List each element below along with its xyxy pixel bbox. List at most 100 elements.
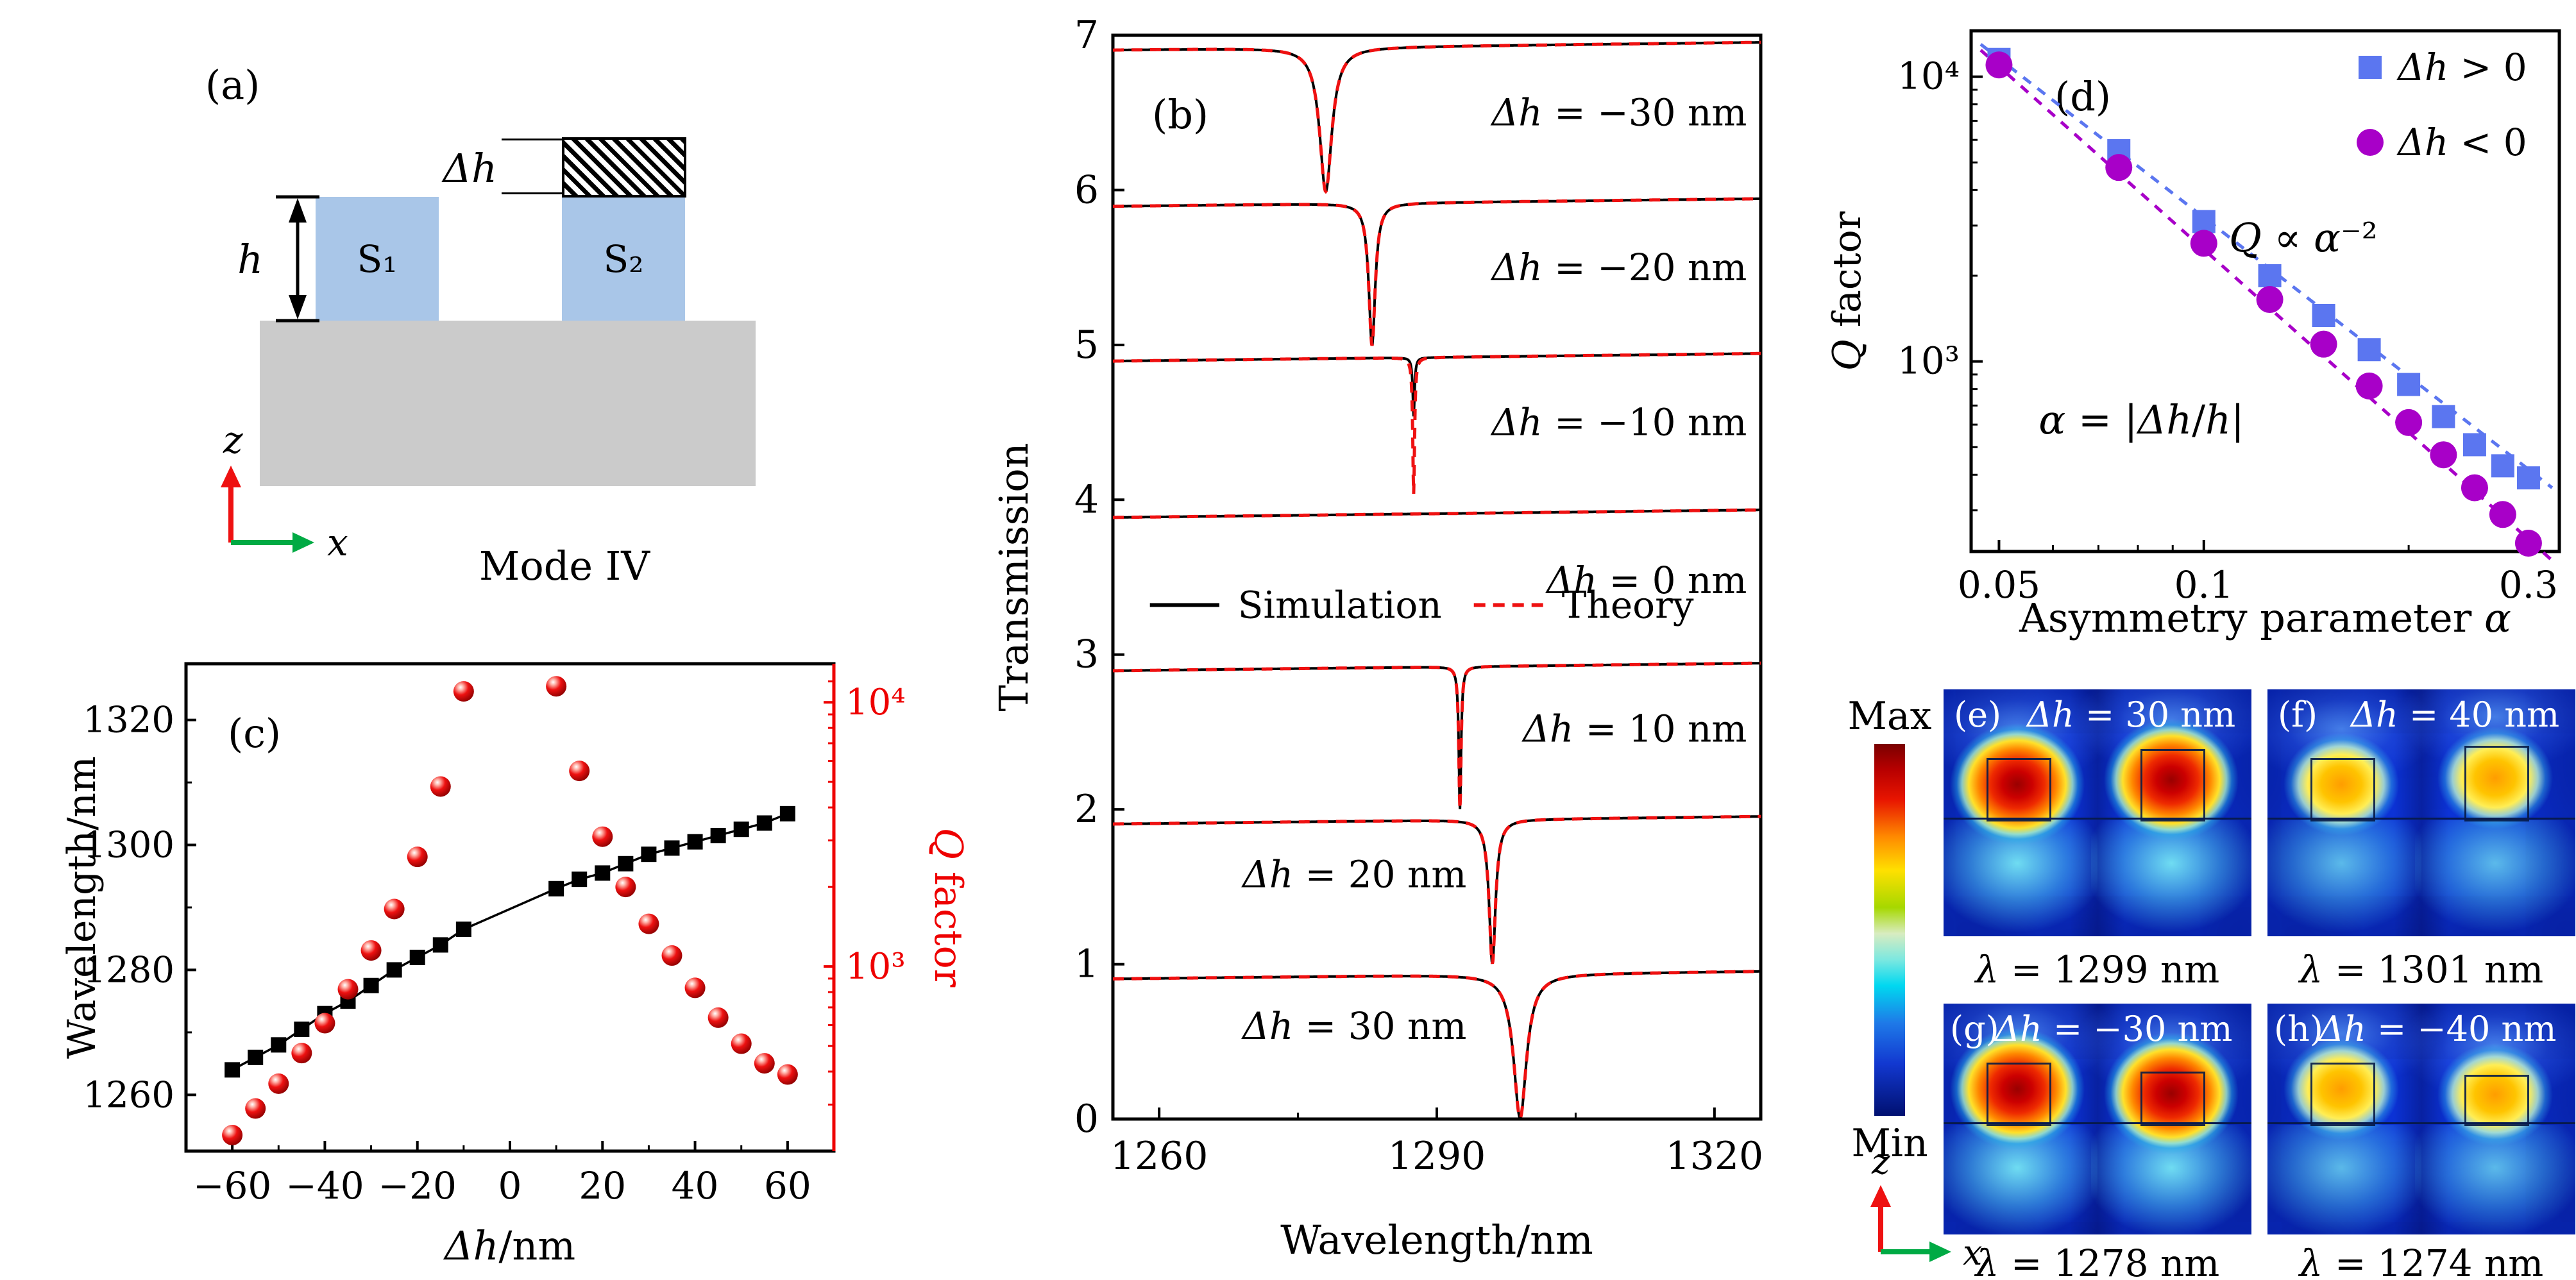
colorbar	[1874, 744, 1905, 1116]
q-point	[754, 1053, 775, 1074]
d-ytick-label: 10³	[1897, 339, 1960, 383]
q-point	[569, 761, 590, 782]
pillar-s2-label: S₂	[603, 237, 644, 281]
wavelength-point	[455, 922, 471, 938]
d-xlabel: Asymmetry parameter α	[2019, 594, 2511, 641]
mode-x-arrowhead	[1929, 1242, 1951, 1262]
legend-circle-swatch	[2357, 129, 2384, 156]
pillar-outline-right	[2464, 746, 2529, 821]
mode-panel-dh-label: Δh = 30 nm	[2027, 695, 2236, 735]
q-point	[337, 979, 359, 1000]
d-circle-point	[2105, 154, 2133, 181]
b-ytick-label: 5	[1074, 323, 1099, 367]
mode-panel-letter: (h)	[2274, 1009, 2323, 1049]
mode-field-panel-g: (g) Δh = −30 nm	[1944, 1004, 2251, 1234]
field-underglow	[2267, 820, 2421, 936]
wavelength-point	[225, 1062, 241, 1078]
legend-theory-label: Theory	[1562, 583, 1694, 627]
colorbar-max-label: Max	[1847, 694, 1932, 739]
c-xtick-label: −20	[378, 1164, 457, 1208]
panel-a-z-label: z	[223, 418, 243, 462]
field-underglow	[2267, 1125, 2421, 1234]
b-spectrum-dh--30: Δh = −30 nm	[1113, 40, 1761, 194]
c-ytick-left-label: 1300	[83, 825, 174, 866]
mode-panel-letter: (g)	[1950, 1009, 1999, 1049]
mode-z-label: z	[1871, 1141, 1890, 1182]
delta-h-label: Δh	[443, 145, 497, 192]
d-annotation-1: α = |Δh/h|	[2038, 396, 2244, 443]
b-curve-label: Δh = −10 nm	[1490, 401, 1747, 444]
c-plot: 1260 1280 1300 1320 −60 −40 −20 0 20 40 60 10³ 10⁴ Wa…	[60, 662, 970, 1269]
delta-h-hatched-region	[562, 137, 686, 198]
q-point	[615, 877, 636, 898]
d-square-point	[2432, 405, 2455, 428]
d-ytick-label: 10⁴	[1897, 55, 1960, 98]
mode-panel-dh-label: Δh = 40 nm	[2351, 695, 2560, 735]
wavelength-point	[248, 1049, 264, 1065]
theory-curve	[1113, 661, 1761, 809]
b-curve-label: Δh = −30 nm	[1490, 91, 1747, 135]
d-xtick-label: 0.05	[1958, 563, 2040, 607]
z-arrowhead	[221, 466, 241, 487]
mode-panel-letter: (e)	[1954, 695, 2002, 735]
b-ytick-label: 7	[1074, 13, 1099, 58]
b-ytick-label: 4	[1074, 477, 1099, 522]
b-spectrum-dh-30: Δh = 30 nm	[1113, 970, 1761, 1121]
c-title: (c)	[228, 710, 281, 757]
b-ytick-label: 3	[1074, 632, 1099, 677]
q-point	[708, 1007, 729, 1028]
d-square-point	[2357, 338, 2381, 362]
substrate-line	[1944, 818, 2251, 820]
theory-curve	[1113, 351, 1761, 494]
mode-axes: z x	[1870, 1141, 1982, 1273]
substrate	[260, 321, 756, 486]
mode-caption-h: λ = 1274 nm	[2299, 1242, 2544, 1280]
d-circle-point	[2489, 501, 2516, 528]
pillar-outline-right	[2140, 749, 2205, 821]
q-point	[777, 1064, 798, 1085]
c-ytick-left-label: 1260	[83, 1074, 174, 1116]
d-xtick-label: 0.1	[2174, 563, 2233, 607]
mode-caption-e: λ = 1299 nm	[1975, 948, 2220, 991]
wavelength-point	[386, 962, 402, 978]
panel-a-axes: z x	[221, 418, 348, 564]
mode-caption-g: λ = 1278 nm	[1975, 1242, 2220, 1280]
b-curve-label: Δh = 10 nm	[1521, 707, 1747, 751]
d-plot-box	[1969, 29, 2561, 553]
b-xtick-label: 1320	[1666, 1134, 1764, 1179]
q-point	[384, 898, 405, 920]
c-xtick-label: 0	[498, 1164, 522, 1208]
d-legend: Δh > 0 Δh < 0	[2357, 46, 2527, 164]
wavelength-point	[363, 977, 379, 993]
b-xtick-label: 1260	[1110, 1134, 1208, 1179]
b-ylabel: Transmission	[990, 442, 1037, 711]
c-xtick-label: 60	[764, 1164, 811, 1208]
mode-panel-letter: (f)	[2278, 695, 2318, 735]
h-dimension-arrow	[276, 195, 319, 323]
q-point	[731, 1033, 752, 1054]
substrate-line	[2267, 1122, 2575, 1124]
c-wavelength-series	[225, 805, 795, 1078]
c-ylabel-right: Q factor	[926, 828, 970, 988]
field-hotspot	[1949, 723, 2085, 845]
mode-field-panel-h: (h) Δh = −40 nm	[2267, 1004, 2575, 1234]
wavelength-point	[641, 846, 657, 863]
mode-caption-f: λ = 1301 nm	[2299, 948, 2544, 991]
q-point	[546, 676, 567, 697]
b-ytick-label: 0	[1074, 1097, 1099, 1141]
field-hotspot	[2103, 1032, 2239, 1154]
b-spectrum-dh--10: Δh = −10 nm	[1113, 351, 1761, 494]
q-point	[222, 1124, 243, 1145]
b-xlabel: Wavelength/nm	[1280, 1217, 1593, 1263]
wavelength-point	[687, 834, 703, 850]
pillar-outline-left	[2310, 1063, 2375, 1126]
c-ytick-left-label: 1320	[83, 700, 174, 741]
d-circle-point	[2395, 408, 2423, 436]
q-point	[314, 1013, 335, 1034]
q-point	[291, 1043, 312, 1064]
legend-dh-positive-label: Δh > 0	[2396, 46, 2527, 89]
wavelength-point	[779, 805, 795, 821]
d-annotation-0: Q ∝ α⁻²	[2229, 214, 2378, 261]
field-hotspot	[2437, 1043, 2553, 1146]
